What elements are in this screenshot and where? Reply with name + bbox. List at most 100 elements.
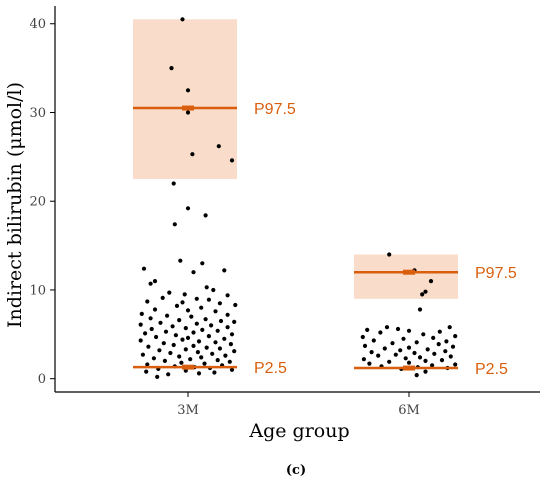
data-point xyxy=(437,329,442,334)
data-point xyxy=(206,334,211,339)
tick-marks: 0 10 20 30 40 3M 6M xyxy=(29,17,419,418)
data-point xyxy=(430,363,435,368)
data-point xyxy=(174,303,180,308)
data-point xyxy=(180,337,185,342)
data-point xyxy=(212,370,217,375)
data-point xyxy=(412,350,417,356)
data-point xyxy=(453,334,458,339)
data-point xyxy=(395,326,401,332)
y-tick-label: 20 xyxy=(29,195,46,210)
data-point xyxy=(406,345,412,350)
data-point xyxy=(233,302,238,308)
data-point xyxy=(171,181,176,186)
data-point xyxy=(232,319,237,324)
data-point xyxy=(185,206,191,211)
data-point xyxy=(421,332,426,337)
data-point xyxy=(361,357,366,362)
data-point xyxy=(439,358,445,363)
data-point xyxy=(206,297,211,302)
data-point xyxy=(431,335,436,340)
data-point xyxy=(194,321,199,326)
y-axis-title: Indirect bilirubin (μmol/l) xyxy=(4,82,26,328)
data-point xyxy=(387,359,392,364)
data-point xyxy=(453,362,458,367)
data-point xyxy=(229,158,235,163)
data-point xyxy=(217,346,222,351)
y-tick-label: 0 xyxy=(38,372,46,387)
data-point xyxy=(162,358,167,363)
reference-label-p2_5: P2.5 xyxy=(475,361,508,378)
data-point xyxy=(154,334,159,340)
data-point xyxy=(204,285,209,290)
data-point xyxy=(182,292,187,297)
data-point xyxy=(171,342,176,348)
data-point xyxy=(166,372,171,377)
reference-marker-p2_5 xyxy=(182,364,194,370)
y-tick-label: 40 xyxy=(29,17,46,32)
confidence-bands xyxy=(133,19,458,299)
data-point xyxy=(185,308,191,313)
y-tick-label: 30 xyxy=(29,106,46,121)
x-tick-label: 3M xyxy=(177,403,199,418)
data-point xyxy=(203,213,208,218)
data-point xyxy=(188,357,193,362)
data-point xyxy=(172,222,177,227)
reference-lines: P2.5 P97.5 P2.5 P97.5 xyxy=(133,101,517,378)
data-point xyxy=(202,361,207,366)
data-point xyxy=(191,343,196,348)
data-point xyxy=(190,152,195,157)
data-point xyxy=(191,330,196,335)
data-point xyxy=(157,348,162,353)
data-point xyxy=(387,252,392,257)
data-point xyxy=(443,349,448,354)
ci-band-p97_5 xyxy=(133,19,237,180)
data-point xyxy=(148,316,153,321)
data-point xyxy=(378,330,383,335)
data-point xyxy=(222,336,227,341)
data-point xyxy=(210,351,215,356)
data-point xyxy=(140,352,145,357)
data-point xyxy=(436,342,441,347)
data-point xyxy=(196,339,202,344)
data-point xyxy=(403,356,408,361)
data-point xyxy=(183,347,188,352)
data-point xyxy=(417,355,423,360)
data-point xyxy=(225,325,230,330)
data-point xyxy=(167,290,172,295)
data-point xyxy=(406,360,412,365)
data-point xyxy=(217,301,222,306)
data-point xyxy=(398,348,403,353)
ci-band-p97_5 xyxy=(354,254,458,299)
panel-label: (c) xyxy=(286,463,306,478)
data-point xyxy=(143,331,148,336)
data-point xyxy=(223,353,228,358)
data-point xyxy=(428,279,434,284)
data-point xyxy=(180,300,185,305)
data-point xyxy=(151,356,156,361)
data-point xyxy=(200,327,205,332)
data-point xyxy=(199,355,204,360)
data-point xyxy=(204,345,209,350)
data-point xyxy=(360,334,365,340)
data-point xyxy=(165,313,170,318)
data-point xyxy=(163,329,169,334)
data-point xyxy=(191,270,196,275)
data-point xyxy=(367,361,372,366)
data-point xyxy=(423,289,428,294)
data-point xyxy=(158,320,163,325)
data-point xyxy=(145,362,150,367)
data-point xyxy=(229,367,235,372)
data-point xyxy=(152,279,158,284)
reference-label-p2_5: P2.5 xyxy=(254,360,287,377)
data-point xyxy=(369,350,374,355)
data-point xyxy=(423,369,428,374)
data-point xyxy=(185,110,191,115)
data-point xyxy=(216,144,221,149)
data-point xyxy=(376,353,381,358)
reference-label-p97_5: P97.5 xyxy=(475,265,517,282)
data-point xyxy=(450,344,456,349)
data-point xyxy=(189,314,194,319)
data-point xyxy=(155,374,160,379)
data-point xyxy=(222,268,227,273)
